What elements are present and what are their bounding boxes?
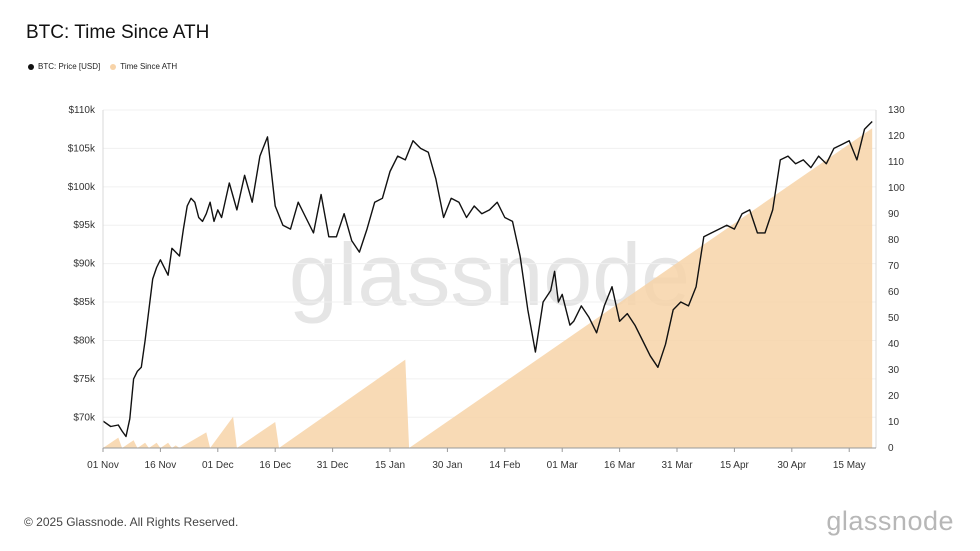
y-left-tick-label: $70k	[73, 412, 96, 423]
x-tick-label: 01 Nov	[87, 460, 119, 471]
y-right-tick-label: 80	[888, 235, 900, 246]
y-right-tick-label: 110	[888, 157, 904, 168]
y-right-tick-label: 130	[888, 105, 905, 116]
x-tick-label: 15 May	[833, 460, 866, 471]
copyright-text: © 2025 Glassnode. All Rights Reserved.	[24, 515, 239, 529]
x-tick-label: 30 Apr	[777, 460, 807, 471]
y-right-tick-label: 90	[888, 209, 900, 220]
x-tick-label: 30 Jan	[432, 460, 462, 471]
x-tick-label: 31 Mar	[661, 460, 693, 471]
legend-swatch-price	[28, 63, 34, 70]
y-right-tick-label: 40	[888, 339, 900, 350]
x-tick-label: 16 Dec	[259, 460, 291, 471]
y-left-tick-label: $100k	[68, 182, 96, 193]
x-tick-label: 16 Nov	[145, 460, 177, 471]
y-left-tick-label: $75k	[73, 374, 96, 385]
x-tick-label: 01 Dec	[202, 460, 234, 471]
brand-logo-text: glassnode	[826, 506, 954, 536]
x-tick-label: 16 Mar	[604, 460, 636, 471]
chart-plot: glassnode$70k$75k$80k$85k$90k$95k$100k$1…	[68, 105, 905, 471]
x-tick-label: 15 Apr	[720, 460, 750, 471]
y-right-tick-label: 0	[888, 443, 894, 454]
legend-item-time-since-ath[interactable]: Time Since ATH	[110, 62, 177, 71]
y-left-tick-label: $110k	[68, 105, 96, 116]
x-tick-label: 14 Feb	[489, 460, 521, 471]
series-time-since-ath-area	[103, 128, 873, 448]
series-btc-price-line	[102, 121, 873, 438]
y-left-tick-label: $85k	[73, 297, 96, 308]
x-tick-label: 15 Jan	[375, 460, 405, 471]
y-right-tick-label: 10	[888, 417, 900, 428]
legend-swatch-time-since-ath	[110, 63, 117, 70]
chart-legend: BTC: Price [USD] Time Since ATH	[28, 62, 177, 71]
y-left-tick-label: $80k	[73, 335, 96, 346]
y-left-tick-label: $105k	[68, 143, 96, 154]
chart-title: BTC: Time Since ATH	[26, 22, 210, 43]
y-right-tick-label: 100	[888, 183, 905, 194]
y-left-tick-label: $95k	[73, 220, 96, 231]
legend-item-price[interactable]: BTC: Price [USD]	[28, 62, 100, 71]
y-right-tick-label: 30	[888, 365, 900, 376]
legend-label-time-since-ath: Time Since ATH	[120, 62, 178, 71]
x-tick-label: 01 Mar	[547, 460, 579, 471]
y-right-tick-label: 60	[888, 287, 900, 298]
y-right-tick-label: 120	[888, 131, 905, 142]
y-right-tick-label: 20	[888, 391, 900, 402]
legend-label-price: BTC: Price [USD]	[38, 62, 101, 71]
x-tick-label: 31 Dec	[317, 460, 349, 471]
y-right-tick-label: 50	[888, 313, 900, 324]
y-right-tick-label: 70	[888, 261, 900, 272]
y-left-tick-label: $90k	[73, 259, 96, 270]
